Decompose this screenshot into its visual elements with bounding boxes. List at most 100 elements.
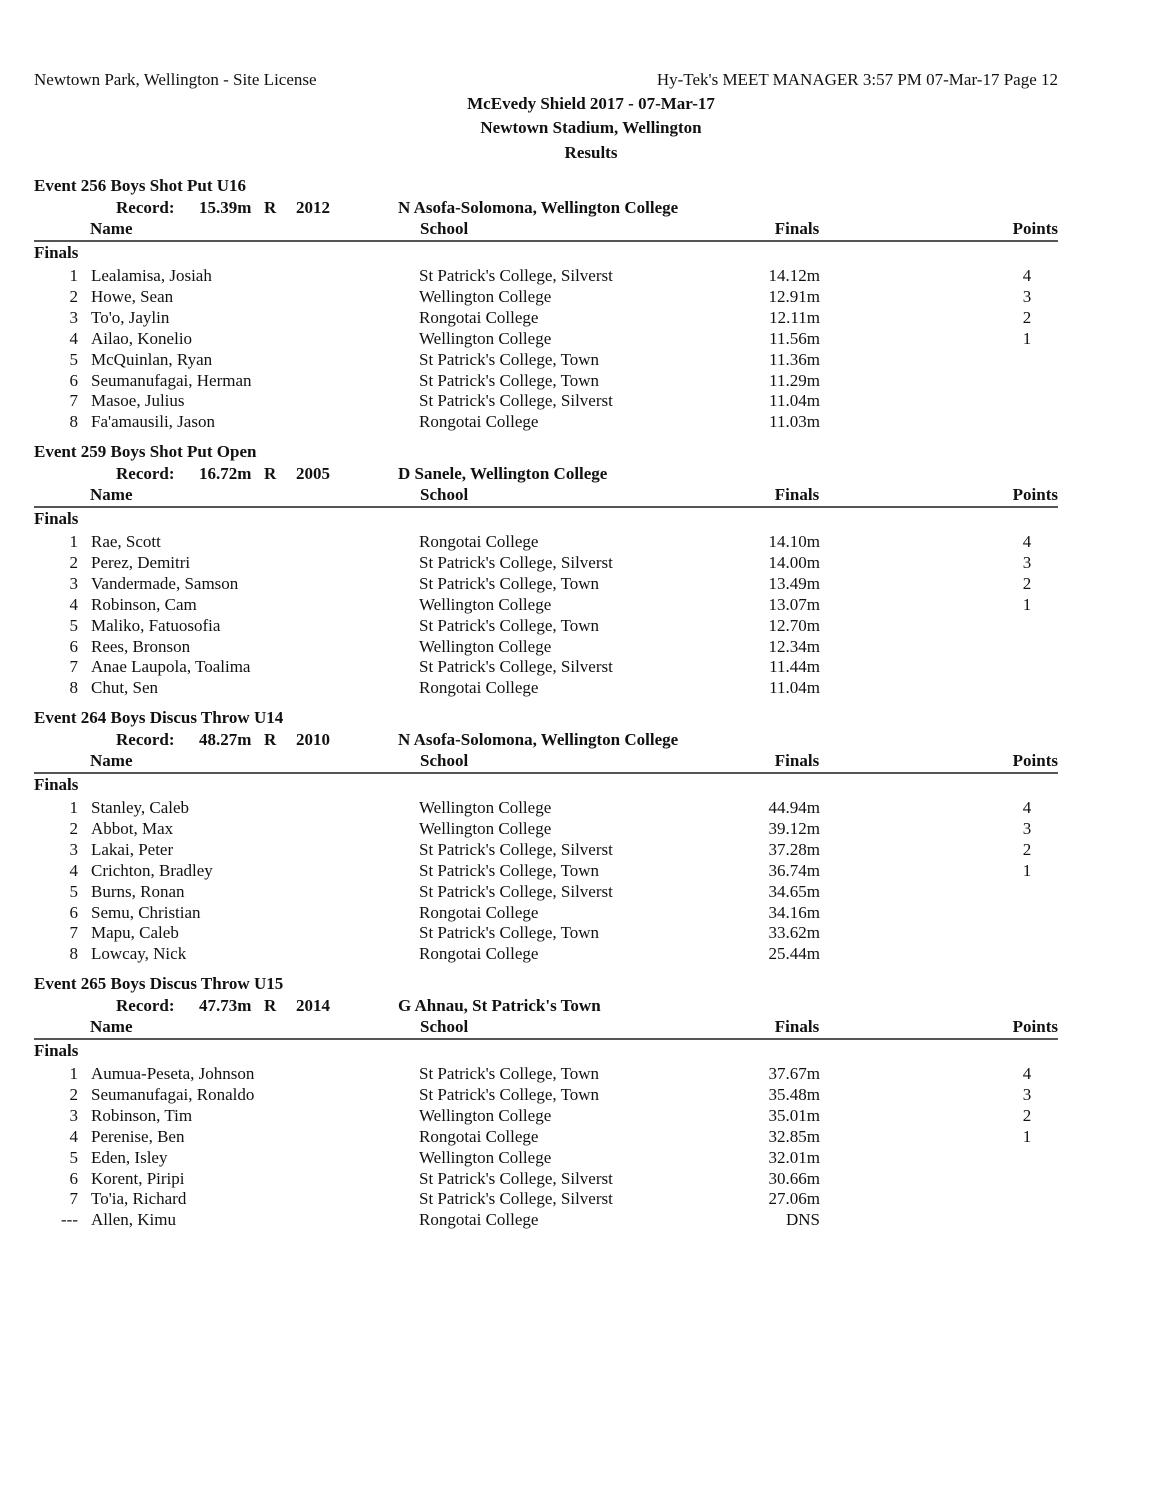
finals-mark: 34.16m [768,902,820,922]
finals-mark: 34.65m [768,881,820,901]
school: St Patrick's College, Silverst [419,657,613,677]
finals-mark: 35.48m [768,1084,820,1104]
athlete-name: Masoe, Julius [91,391,185,411]
place: 1 [69,1064,79,1083]
school: Wellington College [419,286,552,306]
place: 7 [69,391,79,411]
school: St Patrick's College, Town [419,923,600,943]
event-title: Event 265 Boys Discus Throw U15 [34,974,284,993]
points: 1 [1022,594,1032,614]
finals-mark: 32.85m [768,1126,820,1146]
place: 8 [69,678,79,698]
athlete-name: Semu, Christian [91,902,201,922]
place: 6 [69,370,79,390]
header-rule [34,506,1058,508]
place: 5 [69,615,79,635]
place: 2 [69,1084,79,1104]
athlete-name: Anae Laupola, Toalima [91,657,251,677]
finals-mark: 14.12m [768,266,820,285]
column-name: Name [90,219,133,238]
athlete-name: To'ia, Richard [91,1189,187,1209]
points: 4 [1022,532,1032,551]
place: 2 [69,552,79,572]
finals-mark: 13.49m [768,573,820,593]
place: 4 [69,594,79,614]
athlete-name: Stanley, Caleb [91,798,190,817]
school: Rongotai College [419,1210,539,1230]
points: 4 [1022,266,1032,285]
finals-mark: 11.03m [769,412,820,432]
finals-mark: 11.36m [769,349,820,369]
finals-mark: 11.04m [769,391,820,411]
column-school: School [420,219,469,238]
school: St Patrick's College, Town [419,370,600,390]
place: 8 [69,412,79,432]
school: St Patrick's College, Silverst [419,1189,613,1209]
school: St Patrick's College, Silverst [419,839,613,859]
finals-mark: 11.44m [769,657,820,677]
event-title: Event 264 Boys Discus Throw U14 [34,708,284,727]
athlete-name: Vandermade, Samson [91,573,239,593]
place: 7 [69,1189,79,1209]
record-code: R [264,198,277,217]
points: 1 [1022,860,1032,880]
record-year: 2014 [296,996,330,1015]
column-points: Points [1012,485,1058,504]
athlete-name: Abbot, Max [91,818,174,838]
school: Rongotai College [419,944,539,964]
athlete-name: Allen, Kimu [91,1210,176,1230]
athlete-name: Crichton, Bradley [91,860,213,880]
points: 3 [1022,552,1032,572]
column-name: Name [90,1017,133,1036]
column-finals: Finals [774,485,820,504]
finals-mark: 30.66m [768,1168,820,1188]
place: 3 [69,573,79,593]
record-year: 2012 [296,198,330,217]
header-rule [34,240,1058,242]
athlete-name: Korent, Piripi [91,1168,185,1188]
school: St Patrick's College, Silverst [419,1168,613,1188]
points: 4 [1022,1064,1032,1083]
place: 5 [69,1147,79,1167]
athlete-name: Robinson, Cam [91,594,197,614]
record-code: R [264,464,277,483]
athlete-name: To'o, Jaylin [91,307,170,327]
school: Wellington College [419,818,552,838]
finals-mark: 33.62m [768,923,820,943]
school: Rongotai College [419,678,539,698]
points: 2 [1022,839,1032,859]
athlete-name: Lealamisa, Josiah [91,266,212,285]
header-rule [34,1038,1058,1040]
finals-mark: DNS [785,1210,820,1230]
school: St Patrick's College, Silverst [419,881,613,901]
school: Wellington College [419,1105,552,1125]
school: Wellington College [419,636,552,656]
column-name: Name [90,751,133,770]
school: Rongotai College [419,532,539,551]
athlete-name: Mapu, Caleb [91,923,179,943]
column-school: School [420,1017,469,1036]
school: Rongotai College [419,902,539,922]
finals-section-label: Finals [34,775,79,794]
results-heading: Results [564,143,618,162]
finals-mark: 37.67m [768,1064,820,1083]
venue: Newtown Stadium, Wellington [480,118,702,137]
school: Rongotai College [419,412,539,432]
finals-mark: 27.06m [768,1189,820,1209]
athlete-name: Ailao, Konelio [91,328,193,348]
record-label: Record: [116,198,175,217]
place: 6 [69,1168,79,1188]
place: 3 [69,1105,79,1125]
finals-mark: 44.94m [768,798,820,817]
finals-mark: 12.11m [769,307,820,327]
place: 4 [69,1126,79,1146]
place: 1 [69,798,79,817]
column-points: Points [1012,751,1058,770]
record-mark: 48.27m [199,730,252,749]
finals-mark: 12.91m [768,286,820,306]
finals-mark: 11.04m [769,678,820,698]
place: 1 [69,266,79,285]
school: St Patrick's College, Town [419,1084,600,1104]
points: 2 [1022,1105,1032,1125]
